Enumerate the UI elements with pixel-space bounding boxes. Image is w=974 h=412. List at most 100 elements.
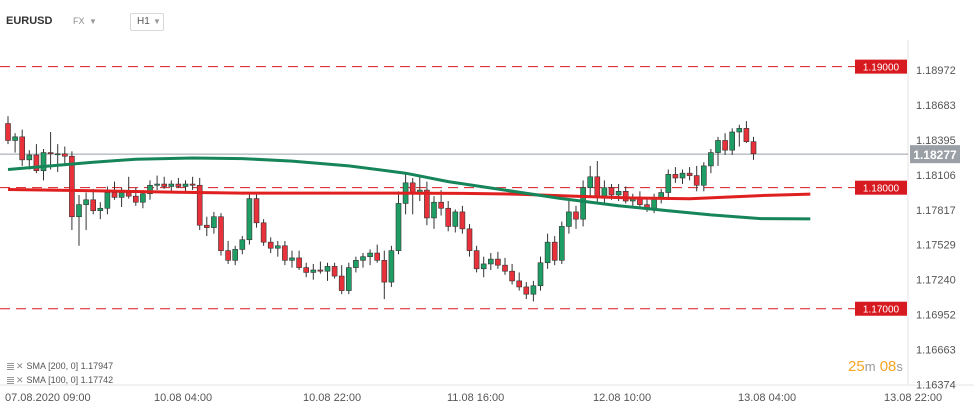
candle-body[interactable]	[523, 286, 530, 295]
candle-body[interactable]	[161, 183, 167, 187]
market-dropdown-caret-icon[interactable]: ▼	[89, 17, 97, 26]
candle-body[interactable]	[388, 250, 395, 283]
candle-body[interactable]	[431, 201, 437, 219]
timeframe-select[interactable]: H1 ▼	[130, 13, 164, 31]
candle-body[interactable]	[679, 172, 686, 179]
candle-body[interactable]	[239, 239, 246, 250]
candle-body[interactable]	[225, 250, 231, 261]
candle-body[interactable]	[544, 241, 551, 264]
candle-body[interactable]	[83, 199, 89, 205]
candle-body[interactable]	[686, 172, 693, 176]
candle-body[interactable]	[551, 241, 558, 261]
candle-body[interactable]	[296, 257, 302, 268]
candle-body[interactable]	[282, 245, 288, 261]
candle-body[interactable]	[345, 267, 352, 291]
candle-body[interactable]	[558, 226, 565, 261]
candle-body[interactable]	[459, 211, 466, 230]
candle-body[interactable]	[76, 204, 82, 218]
candle-body[interactable]	[573, 211, 579, 220]
candle-body[interactable]	[154, 183, 160, 186]
legend-item-sma200[interactable]: ✕ SMA [200, 0] 1.17947	[7, 361, 113, 372]
candle-body[interactable]	[267, 241, 274, 249]
candle-body[interactable]	[601, 187, 608, 197]
candle-body[interactable]	[700, 165, 707, 186]
candle-body[interactable]	[5, 123, 11, 141]
candle-body[interactable]	[360, 256, 366, 261]
candle-body[interactable]	[445, 207, 452, 227]
candle-body[interactable]	[608, 187, 615, 196]
drag-handle-icon[interactable]	[7, 363, 14, 370]
candle-body[interactable]	[374, 252, 381, 261]
candle-body[interactable]	[218, 216, 224, 251]
candle-body[interactable]	[61, 153, 68, 157]
candle-body[interactable]	[750, 141, 757, 155]
candle-body[interactable]	[47, 152, 54, 155]
candle-body[interactable]	[317, 269, 324, 272]
candle-body[interactable]	[438, 201, 444, 209]
candle-body[interactable]	[111, 192, 118, 198]
candle-body[interactable]	[54, 153, 61, 156]
candle-body[interactable]	[182, 183, 189, 187]
candle-body[interactable]	[736, 128, 743, 133]
candle-body[interactable]	[125, 192, 132, 197]
candle-body[interactable]	[530, 285, 537, 295]
candle-body[interactable]	[147, 184, 153, 195]
candle-body[interactable]	[473, 250, 480, 270]
candle-body[interactable]	[495, 258, 501, 266]
candle-body[interactable]	[97, 207, 104, 211]
candle-body[interactable]	[33, 154, 40, 172]
candle-body[interactable]	[331, 266, 338, 277]
candle-body[interactable]	[615, 191, 622, 196]
candle-body[interactable]	[253, 198, 260, 224]
candle-body[interactable]	[566, 211, 572, 227]
candle-body[interactable]	[260, 222, 267, 243]
symbol-label[interactable]: EURUSD	[6, 15, 53, 27]
candle-body[interactable]	[40, 152, 47, 172]
candle-body[interactable]	[708, 152, 714, 167]
candle-body[interactable]	[26, 154, 33, 161]
candle-body[interactable]	[693, 175, 700, 186]
candle-body[interactable]	[338, 275, 345, 291]
candle-body[interactable]	[580, 187, 586, 220]
candle-body[interactable]	[665, 174, 672, 193]
candle-body[interactable]	[381, 260, 388, 283]
candle-body[interactable]	[90, 199, 96, 211]
candle-body[interactable]	[310, 269, 317, 273]
level-label-box[interactable]	[855, 301, 907, 316]
candle-body[interactable]	[587, 176, 594, 188]
candle-body[interactable]	[196, 184, 203, 226]
sma100-line[interactable]	[7, 156, 811, 221]
candle-body[interactable]	[104, 192, 111, 209]
candle-body[interactable]	[466, 228, 473, 251]
candle-body[interactable]	[133, 195, 139, 203]
close-icon[interactable]: ✕	[16, 375, 24, 385]
candle-body[interactable]	[303, 267, 310, 273]
candle-body[interactable]	[502, 264, 508, 272]
sma200-line[interactable]	[7, 188, 811, 201]
candle-body[interactable]	[480, 263, 487, 270]
candle-body[interactable]	[658, 192, 665, 198]
candle-body[interactable]	[289, 257, 295, 261]
candle-body[interactable]	[743, 128, 750, 142]
close-icon[interactable]: ✕	[16, 361, 24, 371]
candle-body[interactable]	[204, 224, 210, 228]
candle-body[interactable]	[118, 192, 125, 198]
candle-body[interactable]	[324, 266, 331, 272]
candle-body[interactable]	[395, 203, 402, 251]
candle-body[interactable]	[274, 245, 281, 249]
candle-body[interactable]	[516, 280, 523, 288]
candle-body[interactable]	[12, 136, 18, 141]
candle-body[interactable]	[729, 131, 736, 151]
candle-body[interactable]	[424, 189, 430, 219]
candle-body[interactable]	[367, 252, 373, 257]
candle-body[interactable]	[140, 193, 146, 203]
candle-body[interactable]	[722, 140, 728, 151]
candle-body[interactable]	[175, 183, 182, 187]
candle-body[interactable]	[353, 260, 359, 268]
candle-body[interactable]	[232, 249, 238, 261]
candle-body[interactable]	[19, 136, 26, 161]
candle-body[interactable]	[715, 140, 721, 153]
candle-body[interactable]	[168, 183, 175, 187]
candle-body[interactable]	[452, 211, 459, 227]
